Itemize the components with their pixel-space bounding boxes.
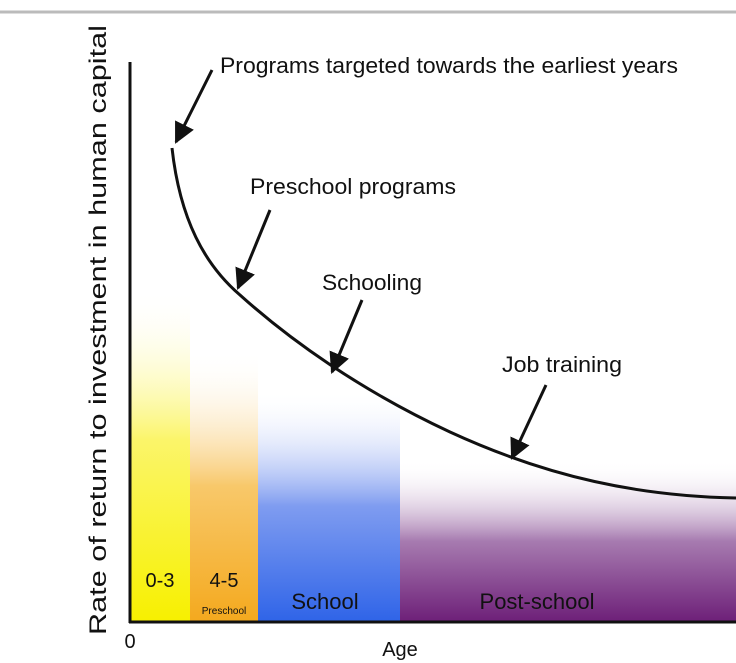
stage-label: Post-school <box>480 589 595 614</box>
arrow <box>174 69 214 144</box>
annotation: Schooling <box>322 270 422 295</box>
band-0-3 <box>131 290 190 622</box>
band-post-school <box>400 460 736 622</box>
x-axis-label: Age <box>382 639 418 661</box>
y-axis-label: Rate of return to investment in human ca… <box>85 25 112 635</box>
stage-label: 0-3 <box>146 570 175 592</box>
stage-label: School <box>291 589 358 614</box>
arrow <box>235 209 272 290</box>
annotation: Programs targeted towards the earliest y… <box>220 53 678 78</box>
annotation: Preschool programs <box>250 174 456 199</box>
arrow <box>510 384 548 460</box>
annotation: Job training <box>502 352 622 377</box>
stage-label: 4-5 <box>210 570 239 592</box>
return-curve <box>170 147 736 500</box>
band-4-5 <box>190 350 258 622</box>
stage-sublabel: Preschool <box>202 606 246 617</box>
band-school <box>258 390 400 622</box>
x-origin-label: 0 <box>124 631 135 653</box>
arrow <box>329 299 364 374</box>
